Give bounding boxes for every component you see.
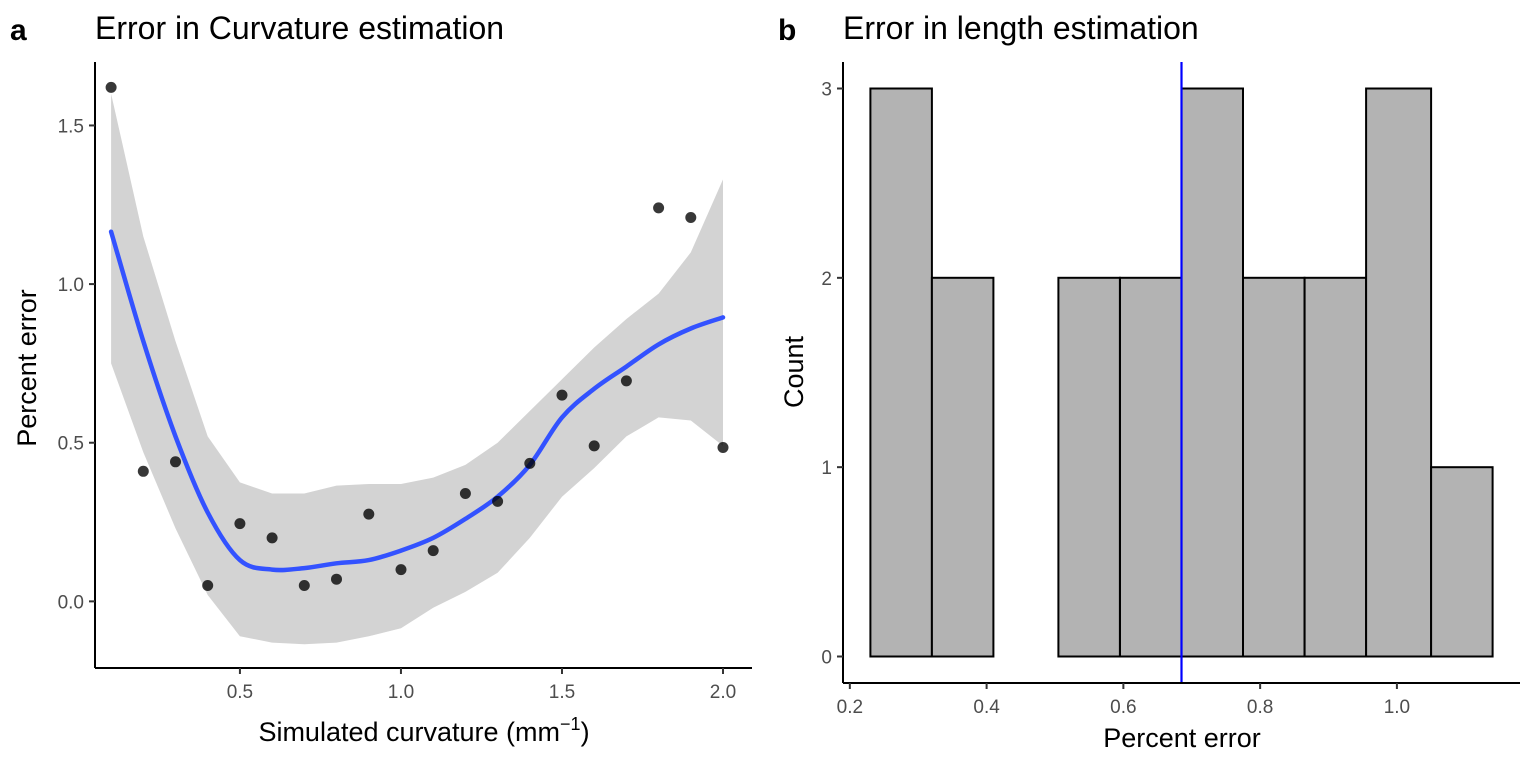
data-point [395, 564, 407, 576]
histogram-bar [1242, 276, 1306, 658]
panel-b-x-axis-title: Percent error [1103, 723, 1261, 753]
panel-a-plot: 0.0 0.5 1.0 1.5 0.5 1.0 1.5 2.0 [58, 62, 752, 703]
y-tick-label: 1.5 [58, 116, 84, 137]
y-tick-label: 3 [821, 80, 832, 101]
data-point [266, 532, 278, 544]
x-tick-label: 0.8 [1247, 697, 1273, 718]
smooth-fit-line [108, 229, 726, 573]
panel-b-title: Error in length estimation [843, 10, 1199, 46]
x-tick-label: 1.0 [1384, 697, 1410, 718]
panel-b-y-axis-title: Count [779, 335, 809, 408]
data-point [524, 457, 536, 469]
x-tick-label: 0.6 [1110, 697, 1136, 718]
histogram-bar [1303, 276, 1368, 658]
data-point [363, 508, 375, 520]
y-tick-label: 0.5 [58, 434, 84, 455]
data-point [620, 375, 632, 387]
histogram-bar [1180, 87, 1244, 658]
data-point [685, 212, 697, 223]
data-point [492, 495, 504, 507]
x-axis-title-close: ) [581, 717, 590, 747]
data-point [556, 389, 568, 401]
data-point [653, 202, 665, 214]
histogram-bar [869, 87, 933, 658]
panel-letter-b: b [778, 14, 796, 47]
data-point [105, 81, 117, 93]
data-point [427, 545, 439, 557]
histogram-bar [1430, 466, 1494, 658]
data-point [588, 440, 600, 452]
confidence-ribbon [111, 93, 724, 645]
y-tick-label: 0 [821, 647, 832, 668]
panel-a: a Error in Curvature estimation 0.0 0.5 1.… [10, 10, 752, 747]
data-point [170, 456, 181, 468]
data-point [234, 518, 246, 530]
data-point [331, 573, 342, 585]
panel-a-y-axis-title: Percent error [12, 289, 42, 447]
panel-b-plot: 0 1 2 3 0.2 0.4 0.6 0.8 1.0 [821, 62, 1520, 718]
x-tick-label: 0.2 [837, 697, 863, 718]
data-point [137, 465, 149, 477]
panel-a-x-axis-title: Simulated curvature (mm−1) [258, 714, 589, 747]
histogram-bar [1119, 276, 1183, 658]
histogram-bar [1057, 276, 1121, 658]
data-point [202, 580, 214, 591]
x-axis-title-main: Simulated curvature (mm [258, 717, 560, 747]
x-tick-label: 2.0 [710, 682, 736, 703]
x-tick-label: 0.5 [227, 682, 253, 703]
data-point [298, 580, 310, 591]
y-tick-label: 0.0 [58, 592, 84, 613]
x-tick-label: 1.0 [388, 682, 414, 703]
y-tick-label: 1.0 [58, 275, 84, 296]
panel-letter-a: a [10, 14, 27, 47]
histogram-bar [930, 276, 995, 658]
panel-a-title: Error in Curvature estimation [95, 10, 504, 46]
y-tick-label: 1 [821, 458, 832, 479]
data-point [459, 488, 471, 499]
histogram-bar [1365, 87, 1433, 658]
y-tick-label: 2 [821, 269, 832, 290]
x-tick-label: 1.5 [549, 682, 575, 703]
x-tick-label: 0.4 [973, 697, 1000, 718]
data-point [717, 442, 729, 453]
x-axis-title-superscript: −1 [560, 714, 581, 734]
